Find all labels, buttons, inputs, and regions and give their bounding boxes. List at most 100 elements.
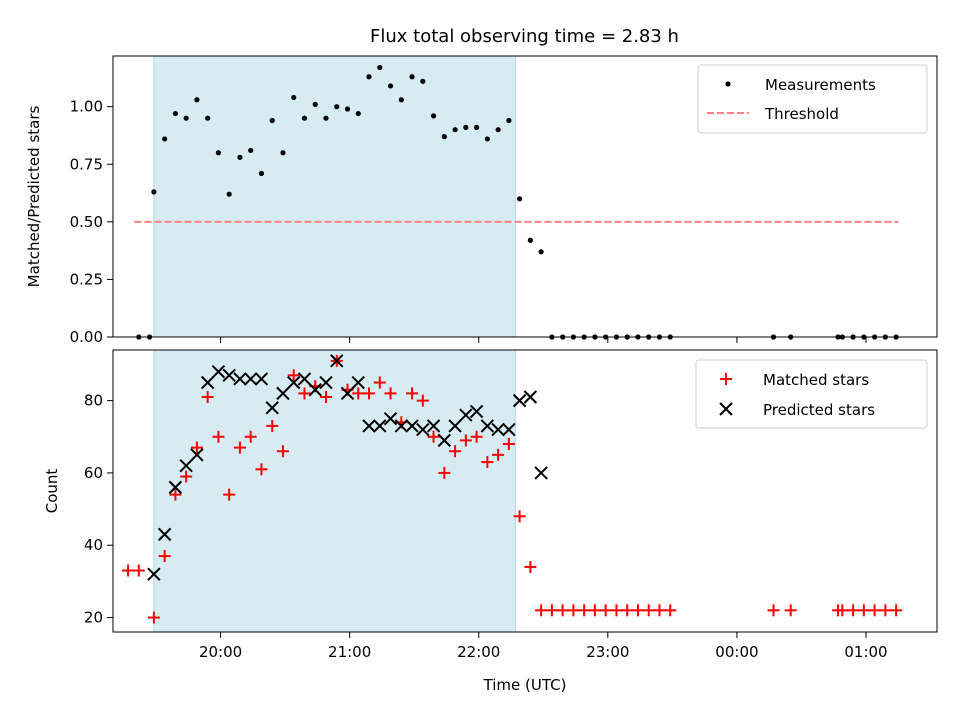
predicted-star-point [222,368,236,383]
matched-star-point [545,604,558,617]
predicted-star-point [243,372,258,386]
measurement-point [312,101,318,107]
matched-star-point [255,463,268,476]
matched-star-point [868,604,881,617]
predicted-star-point [383,411,398,426]
matched-star-point [147,611,160,624]
predicted-star-point [287,375,301,390]
predicted-star-point [265,401,279,415]
predicted-star-point [373,419,387,433]
measurement-point [355,110,361,117]
predicted-star-point [233,372,247,386]
measurement-point [248,147,254,154]
matched-star-point [449,445,462,458]
matched-star-point [513,510,526,523]
predicted-star-point [502,422,516,437]
predicted-star-point [308,383,322,397]
bottom-y-tick-label: 20 [84,609,103,627]
matched-star-point [664,604,677,617]
bottom-x-tick-label: 23:00 [586,643,629,661]
measurement-point [301,115,308,121]
measurement-point [323,115,329,121]
top-plot: 0.00 0.25 0.50 0.75 1.00 Matched/Predicted s… [25,55,938,346]
matched-star-point [190,441,203,454]
bottom-y-ticks: 20 40 60 80 [84,392,113,627]
top-y-axis-label: Matched/Predicted stars [25,106,43,288]
bottom-x-tick-label: 21:00 [328,643,371,661]
matched-star-point [438,466,451,479]
predicted-star-point [448,419,462,433]
matched-star-point [373,376,386,389]
matched-star-point [416,394,429,407]
predicted-star-point [211,364,226,379]
measurement-point [506,117,512,124]
matched-star-point [363,387,376,400]
measurement-point [172,110,178,117]
measurement-point [344,106,351,112]
matched-star-point [233,441,246,454]
x-axis-label: Time (UTC) [483,676,567,694]
predicted-star-point [437,433,452,448]
matched-star-point [427,430,440,443]
matched-star-point [599,604,612,617]
measurement-point [473,124,480,131]
bottom-y-tick-label: 60 [84,464,103,482]
matched-star-point [470,430,483,443]
top-shaded-interval [153,55,516,338]
matched-star-point [481,456,494,469]
matched-star-point [879,604,892,617]
measurement-point [398,97,404,103]
predicted-star-point [340,386,355,401]
matched-star-point [459,434,472,447]
top-y-tick-label: 0.00 [70,328,103,346]
predicted-star-point [416,422,430,437]
legend-predicted-label: Predicted stars [763,401,875,419]
matched-star-point [642,604,655,617]
matched-star-point [244,430,257,443]
matched-star-point [180,470,193,483]
predicted-star-point [491,422,505,437]
measurement-point [291,94,297,101]
measurement-point [334,104,340,110]
measurement-point [162,136,168,142]
measurement-point [527,237,533,243]
matched-star-point [621,604,634,617]
measurement-point [194,97,200,103]
matched-star-point [653,604,666,617]
measurement-point [151,189,157,195]
top-legend: Measurements Threshold [697,64,928,134]
measurement-point [517,196,523,202]
measurement-points [136,64,899,340]
matched-star-point [578,604,591,617]
predicted-star-point [512,393,527,408]
matched-star-point [352,387,365,400]
matched-star-point [132,564,145,577]
bottom-x-tick-label: 01:00 [844,643,887,661]
bottom-y-tick-label: 80 [84,392,103,410]
measurement-point [237,154,243,160]
legend-matched-label: Matched stars [763,371,869,389]
measurement-point [377,64,383,71]
bottom-legend: Matched stars Predicted stars [695,359,928,429]
matched-star-point [610,604,623,617]
measurement-point [183,115,189,121]
measurement-point [269,117,275,124]
matched-star-point [847,604,860,617]
matched-star-point [122,564,135,577]
measurement-point [463,124,469,131]
matched-star-point [524,560,537,573]
matched-star-point [384,387,397,400]
matched-star-point [158,550,171,563]
matched-star-point [212,430,225,443]
bottom-x-tick-label: 00:00 [715,643,758,661]
top-x-ticks [220,337,867,343]
predicted-star-point [297,372,312,386]
predicted-star-point [147,567,161,581]
predicted-star-point [523,390,538,404]
predicted-star-point [179,458,193,473]
top-y-ticks: 0.00 0.25 0.50 0.75 1.00 [70,98,113,346]
legend-measurements-marker [725,81,731,87]
bottom-x-tick-label: 22:00 [457,643,500,661]
